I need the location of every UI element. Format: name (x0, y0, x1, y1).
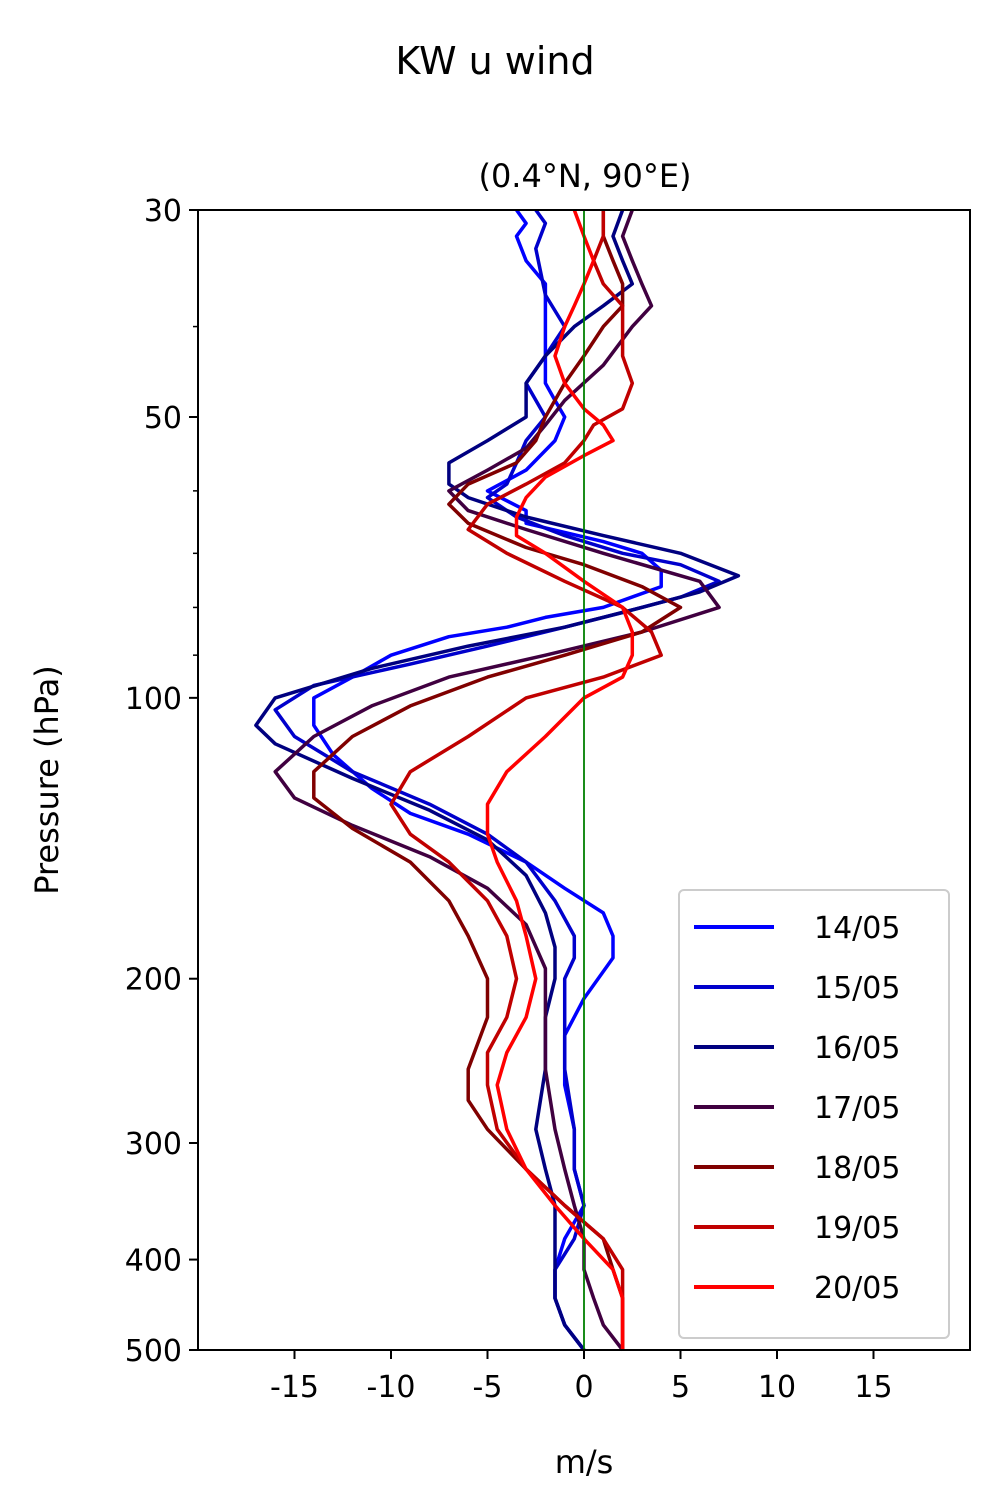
x-tick-label: -15 (270, 1370, 319, 1405)
y-axis-ticks: 30 50 100 200 300 400 500 (125, 194, 198, 1369)
series-line-18-05 (312, 210, 683, 1350)
chart-title: KW u wind (395, 39, 594, 83)
legend-label: 19/05 (814, 1211, 900, 1246)
x-tick-label: 5 (671, 1370, 690, 1405)
y-tick-label: 400 (125, 1244, 182, 1279)
legend-label: 20/05 (814, 1271, 900, 1306)
y-tick-label: 50 (144, 401, 182, 436)
legend-label: 17/05 (814, 1091, 900, 1126)
chart-subtitle: (0.4°N, 90°E) (478, 157, 691, 195)
y-tick-label: 200 (125, 963, 182, 998)
y-tick-label: 300 (125, 1127, 182, 1162)
series-line-15-05 (273, 208, 721, 1352)
series-line-17-05 (273, 209, 721, 1352)
legend-label: 18/05 (814, 1151, 900, 1186)
x-axis-ticks: -15 -10 -5 0 5 10 15 (270, 1350, 893, 1405)
legend-label: 16/05 (814, 1031, 900, 1066)
x-tick-label: -10 (367, 1370, 416, 1405)
series-line-14-05 (312, 208, 663, 1352)
y-tick-label: 100 (125, 682, 182, 717)
legend-label: 15/05 (814, 971, 900, 1006)
y-axis-label: Pressure (hPa) (28, 665, 66, 895)
x-tick-label: 15 (854, 1370, 892, 1405)
series-line-19-05 (389, 210, 663, 1350)
x-tick-label: 0 (574, 1370, 593, 1405)
x-axis-label: m/s (555, 1443, 614, 1481)
x-tick-label: -5 (473, 1370, 503, 1405)
legend: 14/05 15/05 16/05 17/05 18/05 19/05 20/05 (678, 889, 950, 1339)
series-line-16-05 (254, 209, 741, 1352)
y-tick-label: 500 (125, 1334, 182, 1369)
legend-label: 14/05 (814, 911, 900, 946)
series-layer (254, 208, 741, 1352)
x-tick-label: 10 (758, 1370, 796, 1405)
y-tick-label: 30 (144, 194, 182, 229)
series-line-20-05 (485, 209, 635, 1350)
